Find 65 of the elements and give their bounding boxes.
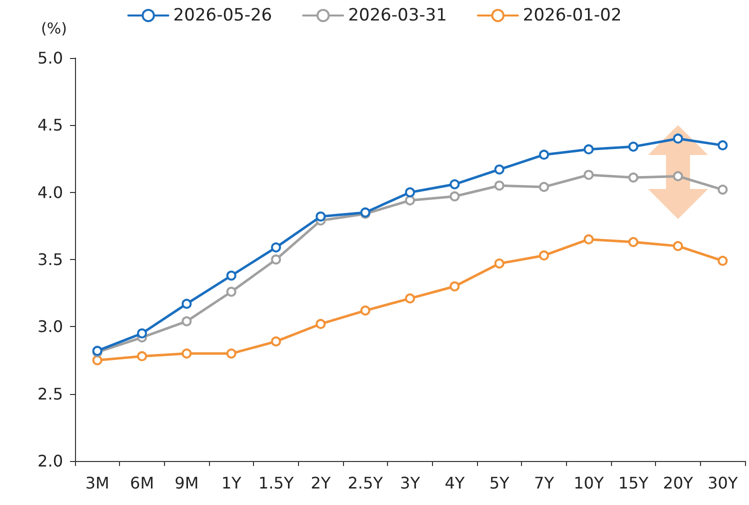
point	[718, 140, 728, 150]
point	[628, 237, 638, 248]
legend-label: 2026-05-26	[173, 6, 272, 26]
x-tick-label: 10Y	[574, 474, 604, 492]
x-tick-label: 9M	[174, 474, 199, 492]
point	[226, 348, 236, 359]
point	[405, 187, 415, 198]
y-tick-label: 4.0	[38, 182, 63, 202]
y-tick-label: 2.0	[38, 452, 63, 470]
point	[316, 212, 326, 222]
point	[718, 256, 728, 266]
point	[92, 355, 102, 366]
point	[673, 134, 683, 144]
x-tick-label: 3M	[85, 474, 110, 492]
point	[494, 180, 504, 191]
x-tick-label: 1Y	[221, 474, 242, 492]
point	[584, 234, 594, 244]
point	[673, 171, 683, 182]
point	[271, 254, 281, 264]
point	[494, 258, 504, 269]
x-tick-label: 20Y	[662, 474, 694, 492]
point	[539, 150, 549, 160]
x-tick-label: 4Y	[444, 474, 465, 492]
point	[316, 318, 326, 329]
point	[405, 195, 415, 206]
point	[628, 142, 638, 152]
point	[450, 179, 460, 190]
point	[271, 336, 281, 346]
x-tick-label: 1.5Y	[258, 474, 294, 492]
y-tick-label: 4.5	[38, 116, 63, 135]
y-tick-label: 5.0	[38, 48, 63, 68]
point	[182, 316, 192, 326]
point	[137, 328, 147, 338]
x-tick-label: 2.5Y	[348, 474, 384, 492]
point	[718, 184, 728, 195]
point	[673, 241, 683, 252]
point	[494, 164, 504, 174]
x-tick-label: 15Y	[618, 474, 649, 492]
legend-label: 2026-03-31	[348, 6, 447, 26]
point	[584, 144, 594, 154]
x-tick-label: 5Y	[489, 474, 510, 492]
x-tick-label: 3Y	[400, 474, 420, 492]
point	[182, 348, 192, 359]
x-tick-label: 6M	[130, 474, 154, 492]
point	[360, 306, 370, 316]
legend-label: 2026-01-02	[522, 6, 622, 26]
point	[137, 351, 147, 362]
point	[226, 286, 236, 297]
y-axis-title: (%)	[41, 20, 67, 38]
point	[584, 170, 594, 180]
point	[450, 191, 460, 202]
point	[271, 242, 281, 252]
point	[450, 281, 460, 292]
y-tick-label: 3.0	[38, 317, 63, 336]
x-tick-label: 7Y	[534, 474, 554, 492]
y-tick-label: 2.5	[38, 384, 63, 404]
x-tick-label: 30Y	[708, 474, 738, 492]
point	[226, 270, 236, 281]
y-tick-label: 3.5	[38, 250, 63, 269]
x-tick-label: 2Y	[310, 474, 331, 492]
point	[628, 172, 638, 183]
point	[539, 182, 549, 192]
point	[405, 293, 415, 304]
point	[182, 298, 192, 309]
point	[539, 250, 549, 260]
